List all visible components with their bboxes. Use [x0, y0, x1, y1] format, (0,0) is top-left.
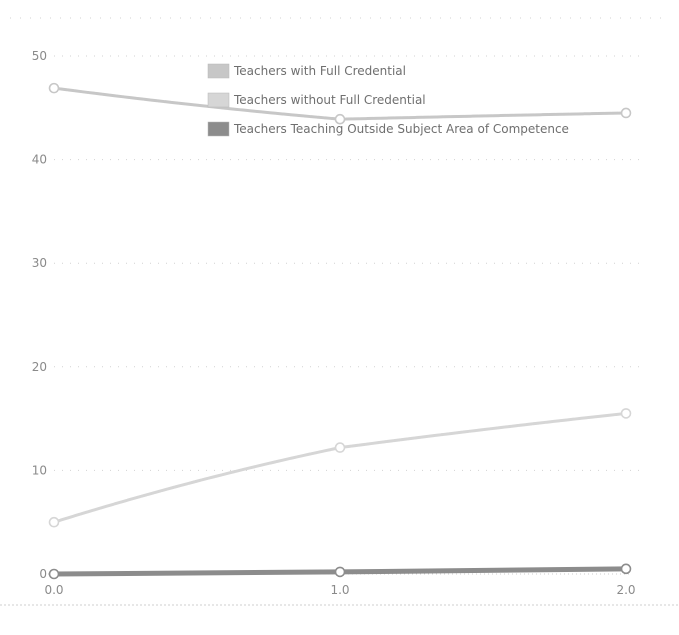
legend-label: Teachers with Full Credential: [233, 64, 406, 78]
series-point-1: [620, 107, 632, 119]
y-tick-label: 0: [39, 567, 47, 581]
series-point-1: [48, 82, 60, 94]
x-tick-label: 1.0: [330, 583, 349, 597]
legend-swatch: [207, 121, 230, 137]
y-tick-label: 30: [32, 256, 47, 270]
y-tick-label: 50: [32, 49, 47, 63]
legend-label: Teachers Teaching Outside Subject Area o…: [233, 122, 569, 136]
series-point-3: [48, 568, 60, 580]
series-point-2: [48, 516, 60, 528]
series-point-2: [620, 408, 632, 419]
series-line-2: [52, 411, 628, 524]
series-point-1: [334, 113, 346, 125]
y-tick-label: 10: [32, 463, 47, 477]
grid-lines: [10, 17, 668, 471]
legend: Teachers with Full Credential Teachers wi…: [207, 63, 569, 137]
series-point-3: [334, 566, 346, 578]
x-axis: 0.0 1.0 2.0: [0, 573, 679, 606]
series-point-3: [620, 563, 632, 575]
x-tick-label: 2.0: [616, 583, 635, 597]
legend-swatch: [207, 63, 230, 79]
y-tick-label: 40: [32, 153, 47, 167]
y-axis: 0 10 20 30 40 50: [32, 49, 47, 581]
legend-label: Teachers without Full Credential: [233, 93, 426, 107]
x-tick-label: 0.0: [44, 583, 63, 597]
y-tick-label: 20: [32, 360, 47, 374]
series-point-2: [334, 442, 346, 453]
legend-swatch: [207, 92, 230, 108]
series-group: [48, 82, 632, 580]
